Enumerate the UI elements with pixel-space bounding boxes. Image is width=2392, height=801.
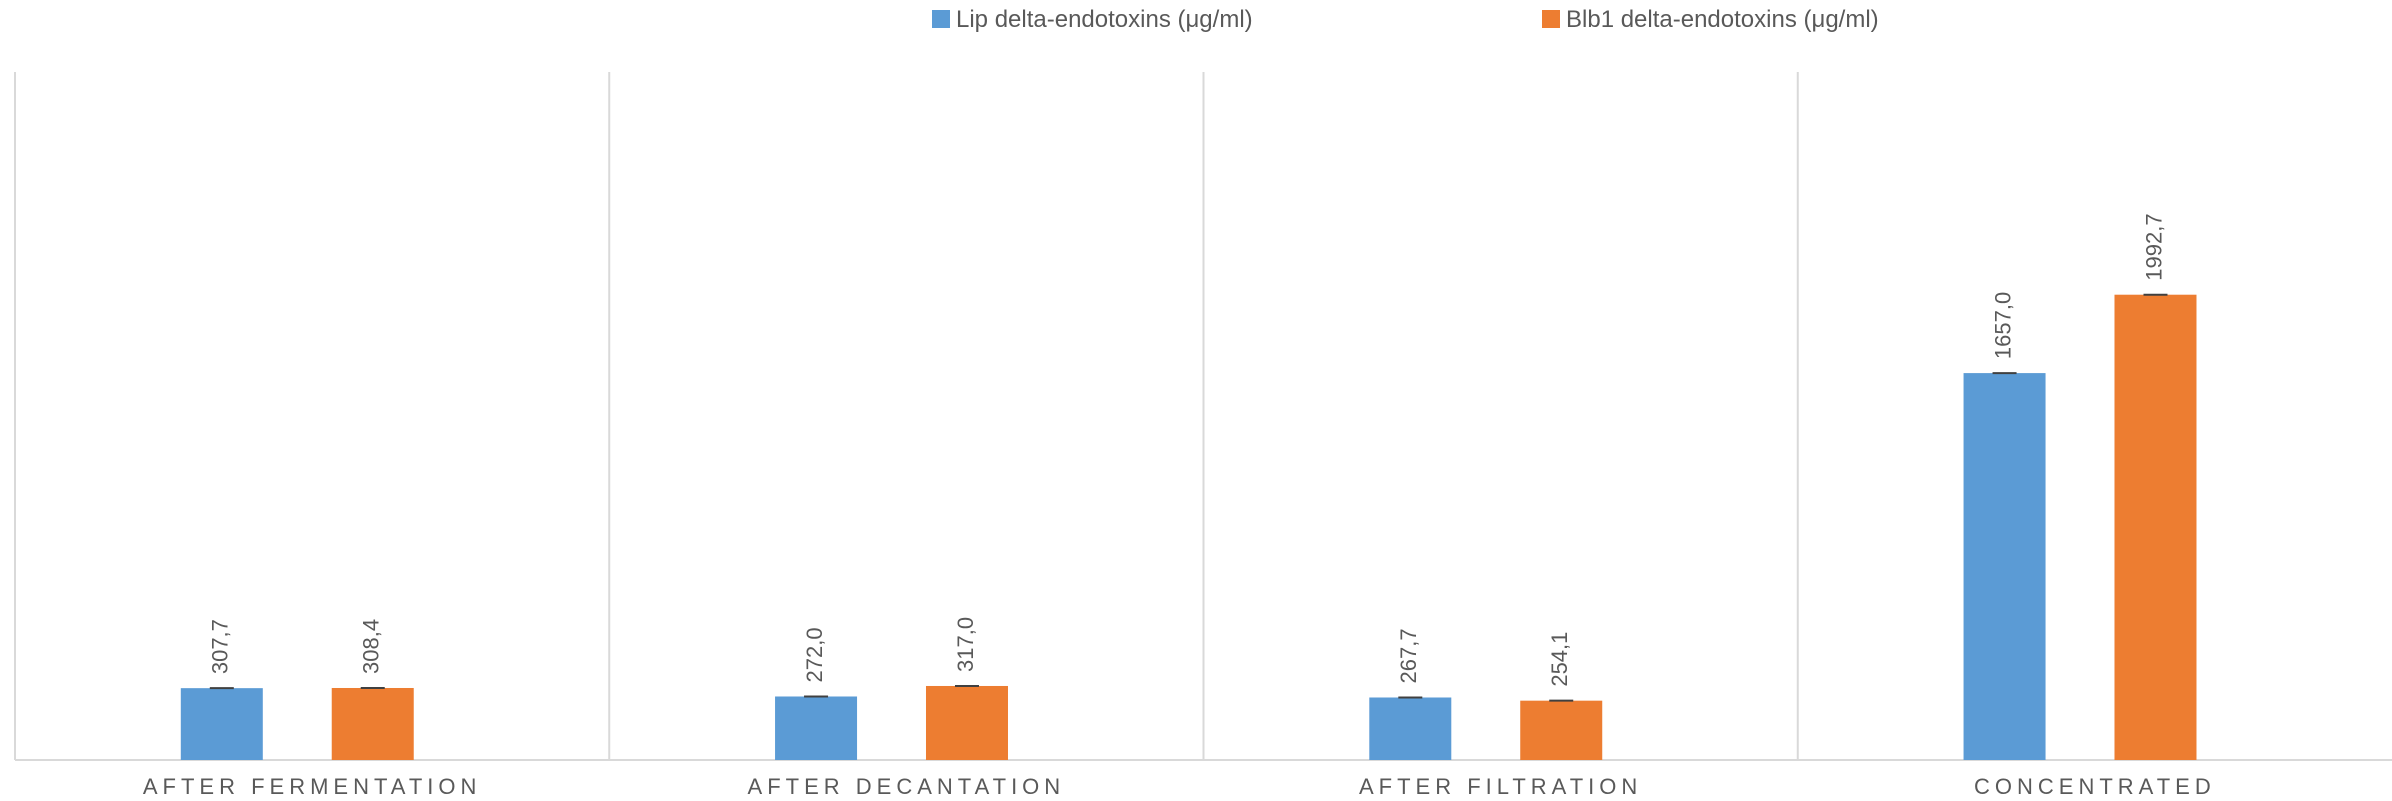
bar bbox=[1963, 373, 2046, 760]
legend-swatch bbox=[932, 10, 950, 28]
x-tick-label: CONCENTRATED bbox=[1974, 774, 2216, 799]
x-tick-label: AFTER DECANTATION bbox=[748, 774, 1066, 799]
x-tick-label: AFTER FERMENTATION bbox=[143, 774, 482, 799]
bar bbox=[2114, 294, 2197, 760]
bar bbox=[775, 696, 858, 760]
legend: Lip delta-endotoxins (μg/ml) Blb1 delta-e… bbox=[932, 6, 1879, 33]
x-tick-label: AFTER FILTRATION bbox=[1359, 774, 1642, 799]
data-labels: 307,7 308,4 272,0 317,0 267,7 254,1 1657,0 1992… bbox=[208, 213, 2167, 686]
bar bbox=[925, 685, 1008, 760]
legend-label: Blb1 delta-endotoxins (μg/ml) bbox=[1566, 6, 1879, 33]
bar bbox=[1520, 700, 1603, 760]
bars bbox=[180, 293, 2197, 760]
data-label: 267,7 bbox=[1396, 628, 1421, 683]
legend-swatch bbox=[1542, 10, 1560, 28]
data-label: 307,7 bbox=[208, 619, 233, 674]
bar bbox=[1369, 697, 1452, 760]
legend-label: Lip delta-endotoxins (μg/ml) bbox=[956, 6, 1253, 33]
data-label: 1992,7 bbox=[2141, 213, 2166, 280]
data-label: 254,1 bbox=[1547, 632, 1572, 687]
bar bbox=[331, 687, 414, 760]
data-label: 272,0 bbox=[802, 627, 827, 682]
bar bbox=[180, 688, 263, 760]
data-label: 317,0 bbox=[953, 617, 978, 672]
data-label: 308,4 bbox=[359, 619, 384, 674]
x-axis-tick-labels: AFTER FERMENTATION AFTER DECANTATION AFTER… bbox=[143, 774, 2216, 799]
data-label: 1657,0 bbox=[1990, 292, 2015, 359]
